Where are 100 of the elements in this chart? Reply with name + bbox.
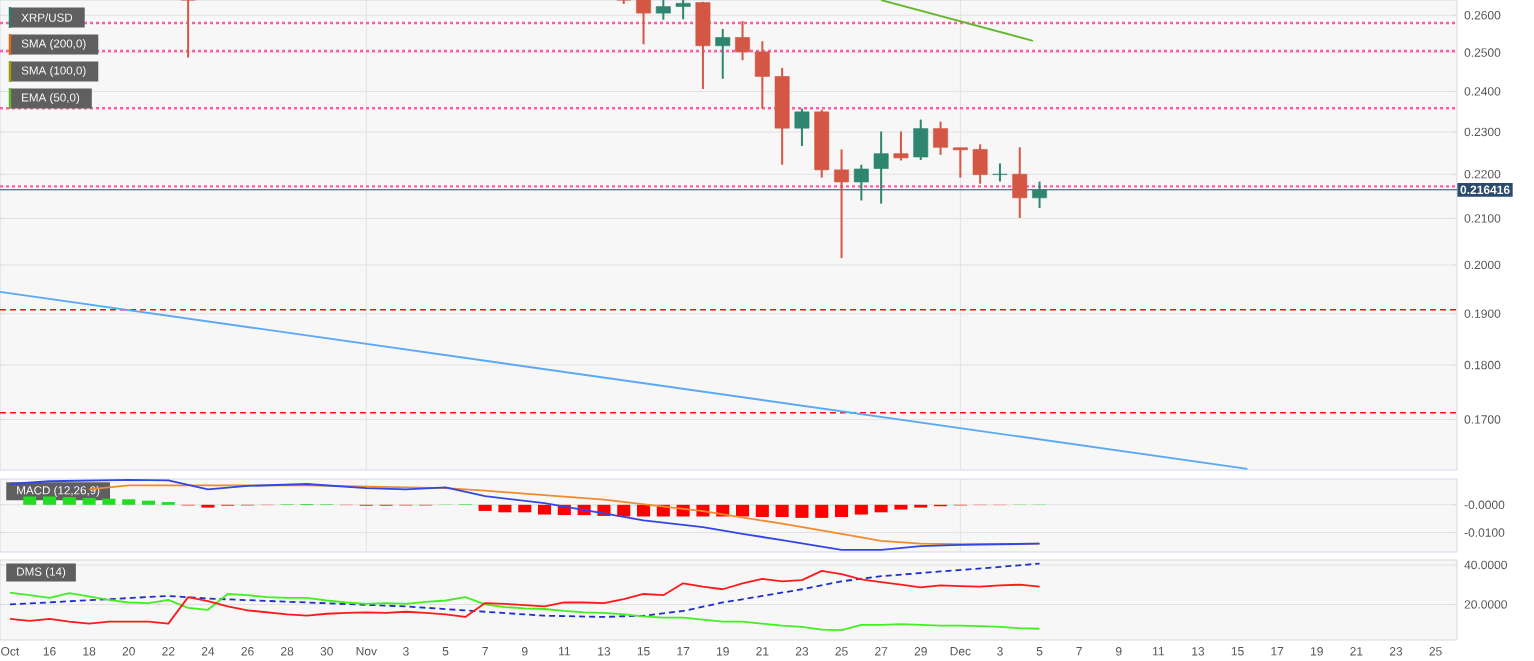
candlestick <box>933 120 948 156</box>
legend-label: XRP/USD <box>21 13 73 22</box>
x-tick-label: 23 <box>795 647 809 656</box>
y-tick-label: 20.0000 <box>1464 600 1507 609</box>
x-tick-label: 7 <box>1076 647 1082 656</box>
x-tick-label: Dec <box>950 647 971 656</box>
candlestick <box>675 0 691 21</box>
bar <box>62 497 76 505</box>
candlestick <box>735 20 750 62</box>
x-tick-label: 16 <box>43 647 56 656</box>
bar <box>914 504 928 508</box>
bar <box>894 504 908 510</box>
x-tick-label: 24 <box>201 647 215 656</box>
x-tick-label: 5 <box>442 647 449 656</box>
bar <box>874 504 888 513</box>
x-tick-label: 5 <box>1036 647 1043 656</box>
text: MACD (12,26,9) <box>17 485 100 497</box>
x-tick-label: 19 <box>1311 647 1323 656</box>
x-tick-label: 17 <box>677 647 690 656</box>
y-tick-label: -0.0100 <box>1464 528 1505 537</box>
ref-line-label: 0.216416 <box>1460 185 1510 195</box>
y-tick-label: 0.1900 <box>1464 309 1501 318</box>
y-tick-label: 0.2000 <box>1464 260 1501 270</box>
bar <box>775 504 789 518</box>
x-tick-label: 21 <box>1350 647 1363 656</box>
bar <box>122 499 136 505</box>
bar <box>795 504 809 518</box>
bar <box>518 504 532 513</box>
bar <box>478 504 492 511</box>
x-tick-label: 26 <box>241 647 254 656</box>
bar <box>498 504 512 513</box>
candlestick <box>952 146 968 179</box>
x-tick-label: 19 <box>716 647 729 656</box>
candlestick <box>1012 146 1028 219</box>
y-tick-label: 0.2600 <box>1464 11 1501 20</box>
bar <box>736 504 750 517</box>
candlestick <box>794 107 810 148</box>
candlestick <box>893 130 909 162</box>
y-tick-label: 0.2200 <box>1464 169 1501 179</box>
x-tick-label: 15 <box>637 647 650 656</box>
candlestick <box>180 0 196 59</box>
legend-label: SMA (100,0) <box>21 66 86 77</box>
x-tick-label: 28 <box>281 647 294 656</box>
x-tick-label: 13 <box>598 647 611 656</box>
x-tick-label: Nov <box>356 647 377 656</box>
x-tick-label: 11 <box>559 647 570 656</box>
x-tick-label: 23 <box>1389 647 1403 656</box>
line-series <box>9 562 1041 618</box>
y-tick-label: 0.2300 <box>1464 127 1501 137</box>
y-tick-label: 40.0000 <box>1464 560 1507 570</box>
x-tick-label: 25 <box>1429 647 1442 656</box>
candlestick <box>1032 180 1047 210</box>
candlestick <box>655 0 671 21</box>
x-tick-label: 9 <box>1115 647 1122 656</box>
y-tick-label: 0.2500 <box>1464 48 1501 57</box>
bar <box>854 504 868 515</box>
text: DMS (14) <box>17 567 66 579</box>
x-tick-label: 22 <box>162 647 175 656</box>
y-tick-label: 0.1800 <box>1464 360 1501 370</box>
x-tick-label: 9 <box>521 647 528 656</box>
bar <box>82 497 96 505</box>
x-tick-label: Oct <box>1 647 20 656</box>
candlestick <box>636 0 651 46</box>
x-tick-label: 15 <box>1231 647 1244 656</box>
bar <box>617 504 631 517</box>
legend-label: EMA (50,0) <box>22 93 80 104</box>
x-tick-label: 29 <box>914 647 927 656</box>
bar <box>201 504 215 508</box>
bar <box>23 496 37 505</box>
candlestick <box>853 163 869 202</box>
x-tick-label: 3 <box>403 647 409 656</box>
bar <box>141 500 156 505</box>
x-tick-label: 13 <box>1192 647 1205 656</box>
x-tick-label: 30 <box>320 647 333 656</box>
x-tick-label: 21 <box>756 647 769 656</box>
y-tick-label: -0.0000 <box>1464 500 1505 510</box>
x-tick-label: 25 <box>835 647 848 656</box>
y-tick-label: 0.1700 <box>1464 415 1501 424</box>
candlestick <box>715 27 731 80</box>
bar <box>538 504 552 515</box>
x-tick-label: 20 <box>122 647 135 656</box>
y-tick-label: 0.2100 <box>1464 214 1501 223</box>
x-tick-label: 18 <box>83 647 96 656</box>
x-tick-label: 7 <box>482 647 488 656</box>
bar <box>637 504 651 517</box>
bar <box>42 496 57 505</box>
bar <box>102 498 116 505</box>
candlestick <box>834 148 849 260</box>
line-series <box>9 478 1041 551</box>
candlestick <box>992 162 1008 183</box>
x-tick-label: 3 <box>997 647 1003 656</box>
y-tick-label: 0.2400 <box>1464 87 1501 96</box>
legend-label: SMA (200,0) <box>21 39 86 50</box>
x-tick-label: 11 <box>1153 647 1164 656</box>
bar <box>755 504 769 518</box>
x-tick-label: 17 <box>1271 647 1284 656</box>
bar <box>161 502 175 505</box>
candlestick <box>873 130 889 205</box>
bar <box>835 504 849 518</box>
bar <box>815 504 829 518</box>
